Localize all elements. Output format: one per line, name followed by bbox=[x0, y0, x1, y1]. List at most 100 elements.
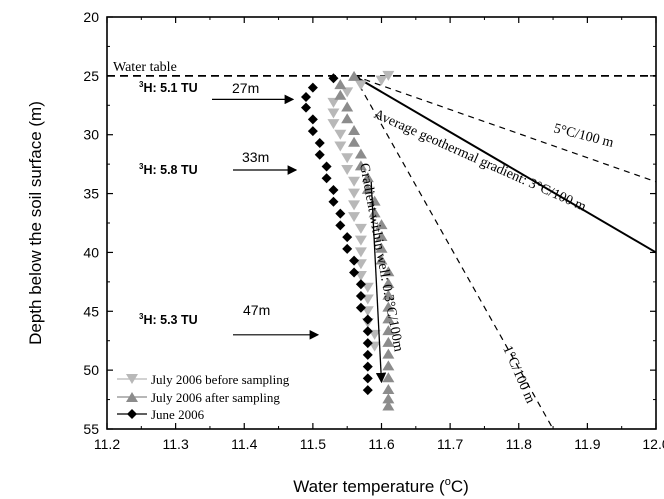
triangle-up-point bbox=[375, 219, 388, 230]
triangle-up-point bbox=[354, 160, 367, 171]
triangle-up-point bbox=[334, 89, 347, 100]
triangle-up-point bbox=[382, 348, 395, 359]
diamond-point bbox=[335, 220, 346, 231]
depth-label: 27m bbox=[232, 80, 259, 96]
y-tick-label: 35 bbox=[83, 186, 99, 202]
triangle-up-point bbox=[382, 313, 395, 324]
triangle-down-point bbox=[341, 87, 354, 98]
within-well-arrow-line bbox=[370, 181, 387, 384]
triangle-down-point bbox=[327, 97, 340, 108]
triangle-down-point bbox=[334, 129, 347, 140]
triangle-down-point bbox=[341, 153, 354, 164]
tritium-superscript: 3 bbox=[139, 80, 144, 89]
x-axis-title: Water temperature (oC) bbox=[293, 476, 469, 496]
diamond-point bbox=[321, 161, 332, 172]
triangle-up-point bbox=[382, 360, 395, 371]
triangle-down-point bbox=[375, 75, 388, 86]
triangle-down-point bbox=[354, 223, 367, 234]
svg-text:3H: 5.3 TU: 3H: 5.3 TU bbox=[139, 312, 198, 327]
x-tick-label: 11.9 bbox=[574, 436, 600, 452]
tritium-superscript: 3 bbox=[139, 162, 144, 171]
triangle-up-point bbox=[348, 125, 361, 136]
diamond-point bbox=[355, 302, 366, 313]
depth-label: 33m bbox=[242, 149, 269, 165]
triangle-down-point bbox=[341, 165, 354, 176]
triangle-down-point bbox=[348, 200, 361, 211]
triangle-up-point bbox=[361, 172, 374, 183]
within-well-arrow bbox=[370, 181, 387, 384]
legend-item-july-after: July 2006 after sampling bbox=[117, 390, 280, 405]
triangle-up-point bbox=[348, 136, 361, 147]
legend-label: July 2006 before sampling bbox=[151, 372, 290, 387]
tritium-value: H: 5.3 TU bbox=[143, 313, 197, 327]
triangle-up-point bbox=[382, 383, 395, 394]
triangle-up-point bbox=[375, 254, 388, 265]
diamond-point bbox=[362, 373, 373, 384]
triangle-up-point bbox=[375, 230, 388, 241]
legend-triangle-down-icon bbox=[126, 374, 138, 384]
tritium-value: H: 5.8 TU bbox=[143, 163, 197, 177]
triangle-up-point bbox=[382, 266, 395, 277]
average-gradient-line bbox=[353, 74, 657, 254]
diamond-point bbox=[307, 126, 318, 137]
triangle-down-point bbox=[348, 188, 361, 199]
legend-label: June 2006 bbox=[151, 407, 205, 422]
five-degree-line bbox=[353, 75, 657, 183]
triangle-down-point bbox=[327, 108, 340, 119]
triangle-up-point bbox=[382, 301, 395, 312]
x-tick-label: 11.3 bbox=[163, 436, 189, 452]
one-degree-line bbox=[353, 75, 554, 430]
x-tick-label: 12.0 bbox=[642, 436, 664, 452]
triangle-up-point bbox=[382, 336, 395, 347]
diamond-point bbox=[349, 267, 360, 278]
diamond-point bbox=[355, 279, 366, 290]
y-tick-label: 55 bbox=[83, 421, 99, 437]
y-tick-label: 40 bbox=[83, 244, 99, 260]
depth-label: 47m bbox=[243, 302, 270, 318]
y-tick-label: 45 bbox=[83, 303, 99, 319]
diamond-point bbox=[321, 173, 332, 184]
diamond-point bbox=[362, 326, 373, 337]
x-tick-label: 11.8 bbox=[506, 436, 532, 452]
x-tick-label: 11.4 bbox=[231, 436, 257, 452]
triangle-down-point bbox=[354, 247, 367, 258]
legend-triangle-up-icon bbox=[126, 392, 138, 402]
diamond-point bbox=[307, 82, 318, 93]
triangle-down-point bbox=[348, 176, 361, 187]
triangle-down-point bbox=[334, 141, 347, 152]
triangle-up-point bbox=[348, 70, 361, 81]
diamond-point bbox=[328, 196, 339, 207]
triangle-up-point bbox=[382, 289, 395, 300]
tritium-marker-33m: 3H: 5.8 TU 33m bbox=[139, 149, 298, 177]
triangle-up-point bbox=[382, 400, 395, 411]
triangle-up-point bbox=[368, 195, 381, 206]
triangle-up-point bbox=[334, 79, 347, 90]
diamond-point bbox=[355, 290, 366, 301]
tritium-superscript: 3 bbox=[139, 312, 144, 321]
svg-text:3H: 5.1 TU: 3H: 5.1 TU bbox=[139, 80, 198, 95]
diamond-point bbox=[314, 137, 325, 148]
diamond-point bbox=[335, 208, 346, 219]
diamond-point bbox=[307, 114, 318, 125]
diamond-point bbox=[342, 232, 353, 243]
triangle-up-point bbox=[375, 242, 388, 253]
legend-item-june: June 2006 bbox=[117, 407, 205, 422]
legend: July 2006 before sampling July 2006 afte… bbox=[117, 372, 290, 422]
diamond-point bbox=[362, 338, 373, 349]
series-1 bbox=[327, 70, 395, 352]
y-tick-label: 20 bbox=[83, 9, 99, 25]
series-3 bbox=[301, 73, 373, 396]
triangle-up-point bbox=[341, 101, 354, 112]
legend-diamond-icon bbox=[127, 409, 137, 419]
triangle-up-point bbox=[382, 393, 395, 404]
triangle-down-point bbox=[327, 119, 340, 130]
triangle-up-point bbox=[354, 148, 367, 159]
x-tick-label: 11.7 bbox=[437, 436, 463, 452]
water-table-label: Water table bbox=[113, 60, 177, 75]
y-axis-title: Depth below the soil surface (m) bbox=[26, 101, 45, 345]
tritium-marker-47m: 3H: 5.3 TU 47m bbox=[139, 302, 320, 340]
diamond-point bbox=[328, 73, 339, 84]
diamond-point bbox=[362, 349, 373, 360]
legend-item-july-before: July 2006 before sampling bbox=[117, 372, 290, 387]
